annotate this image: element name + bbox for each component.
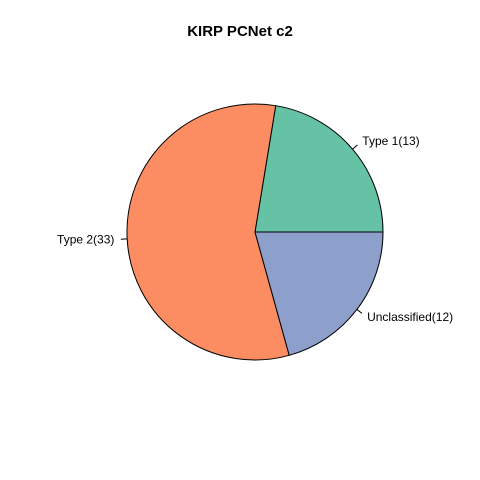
pie-leader-2 [356, 309, 363, 314]
pie-label-1: Type 2(33) [57, 233, 114, 247]
chart-title: KIRP PCNet c2 [187, 23, 293, 40]
pie-slice-1 [126, 103, 290, 361]
pie-slice-0 [254, 105, 384, 233]
pie-slice-2 [254, 231, 384, 356]
pie-label-0: Type 1(13) [362, 134, 419, 148]
pie-labels: Type 1(13) Type 2(33) Unclassified(12) [57, 134, 453, 324]
pie-slices [126, 103, 384, 361]
pie-leader-0 [352, 144, 358, 150]
pie-label-2: Unclassified(12) [367, 310, 453, 324]
